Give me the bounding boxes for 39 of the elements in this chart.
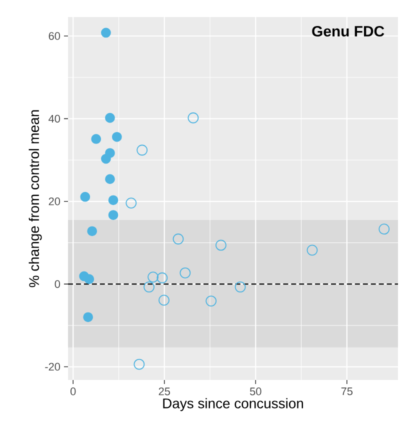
point (84, 274, 94, 284)
x-axis-title: Days since concussion (163, 398, 304, 412)
point (306, 244, 318, 256)
point (87, 226, 98, 236)
y-tick-label: 40 (48, 114, 60, 123)
y-tick-label: 20 (48, 198, 60, 206)
point (206, 296, 217, 306)
point (234, 282, 246, 292)
point (126, 198, 137, 208)
y-tick-label: 60 (48, 32, 60, 40)
point (180, 267, 191, 278)
point (134, 358, 145, 370)
x-tick-label: 50 (250, 388, 262, 396)
chart-title: Genu FDC (312, 26, 384, 37)
point (158, 294, 170, 306)
point (101, 154, 111, 164)
point (172, 234, 184, 244)
y-axis-title: % change from control mean (28, 110, 42, 288)
x-tick-label: 75 (341, 388, 353, 396)
point (216, 240, 226, 251)
point (144, 282, 154, 292)
point (83, 312, 94, 322)
x-tick-label: 25 (158, 388, 170, 396)
point (80, 192, 90, 202)
point (136, 144, 148, 156)
point (108, 195, 118, 206)
point (108, 210, 118, 220)
point (378, 224, 390, 235)
point (112, 132, 122, 142)
y-tick-label: 0 (54, 280, 60, 288)
point (105, 112, 115, 123)
point (91, 134, 102, 144)
point (188, 112, 199, 124)
x-tick-label: 0 (70, 388, 76, 396)
point (105, 174, 115, 184)
y-tick-label: -20 (45, 362, 60, 371)
point (101, 28, 111, 38)
point (148, 272, 159, 282)
point (156, 272, 168, 284)
